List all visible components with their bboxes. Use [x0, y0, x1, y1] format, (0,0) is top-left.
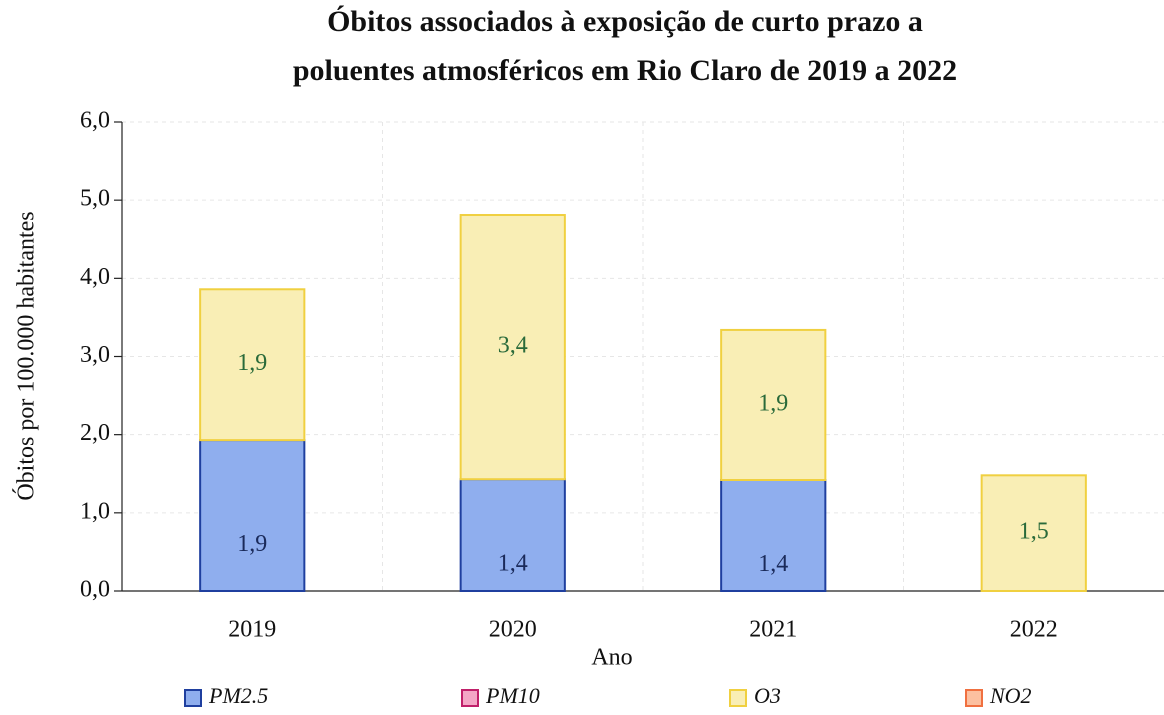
y-axis-label: Óbitos por 100.000 habitantes: [13, 211, 40, 500]
x-tick-label: 2021: [749, 617, 797, 643]
bar-segment: [459, 214, 566, 481]
x-axis-label: Ano: [591, 645, 632, 671]
legend-swatch: [965, 689, 983, 707]
legend-swatch: [729, 689, 747, 707]
y-tick-label: 3,0: [80, 342, 110, 368]
y-tick-label: 1,0: [80, 498, 110, 524]
data-label: 1,9: [758, 390, 788, 416]
y-tick-label: 5,0: [80, 186, 110, 212]
data-label: 1,9: [237, 531, 267, 557]
legend-swatch: [184, 689, 202, 707]
legend-label: PM10: [485, 683, 540, 708]
x-tick-label: 2022: [1010, 617, 1058, 643]
data-label: 3,4: [498, 333, 528, 359]
data-label: 1,5: [1019, 519, 1049, 545]
bar-segment: [980, 474, 1087, 592]
legend-label: PM2.5: [208, 683, 268, 708]
y-tick-label: 0,0: [80, 577, 110, 603]
legend-label: NO2: [989, 683, 1032, 708]
y-tick-label: 4,0: [80, 264, 110, 290]
chart-title: poluentes atmosféricos em Rio Claro de 2…: [293, 54, 957, 87]
x-tick-label: 2020: [489, 617, 537, 643]
y-tick-label: 2,0: [80, 420, 110, 446]
chart-title: Óbitos associados à exposição de curto p…: [327, 5, 923, 38]
legend-label: O3: [754, 683, 781, 708]
data-label: 1,9: [237, 350, 267, 376]
bar-segment: [199, 439, 306, 592]
data-label: 1,4: [498, 551, 528, 577]
data-label: 1,4: [758, 551, 788, 577]
legend-swatch: [461, 689, 479, 707]
x-tick-label: 2019: [228, 617, 276, 643]
bar-segment: [720, 328, 827, 482]
y-tick-label: 6,0: [80, 108, 110, 134]
bar-segment: [199, 288, 306, 442]
